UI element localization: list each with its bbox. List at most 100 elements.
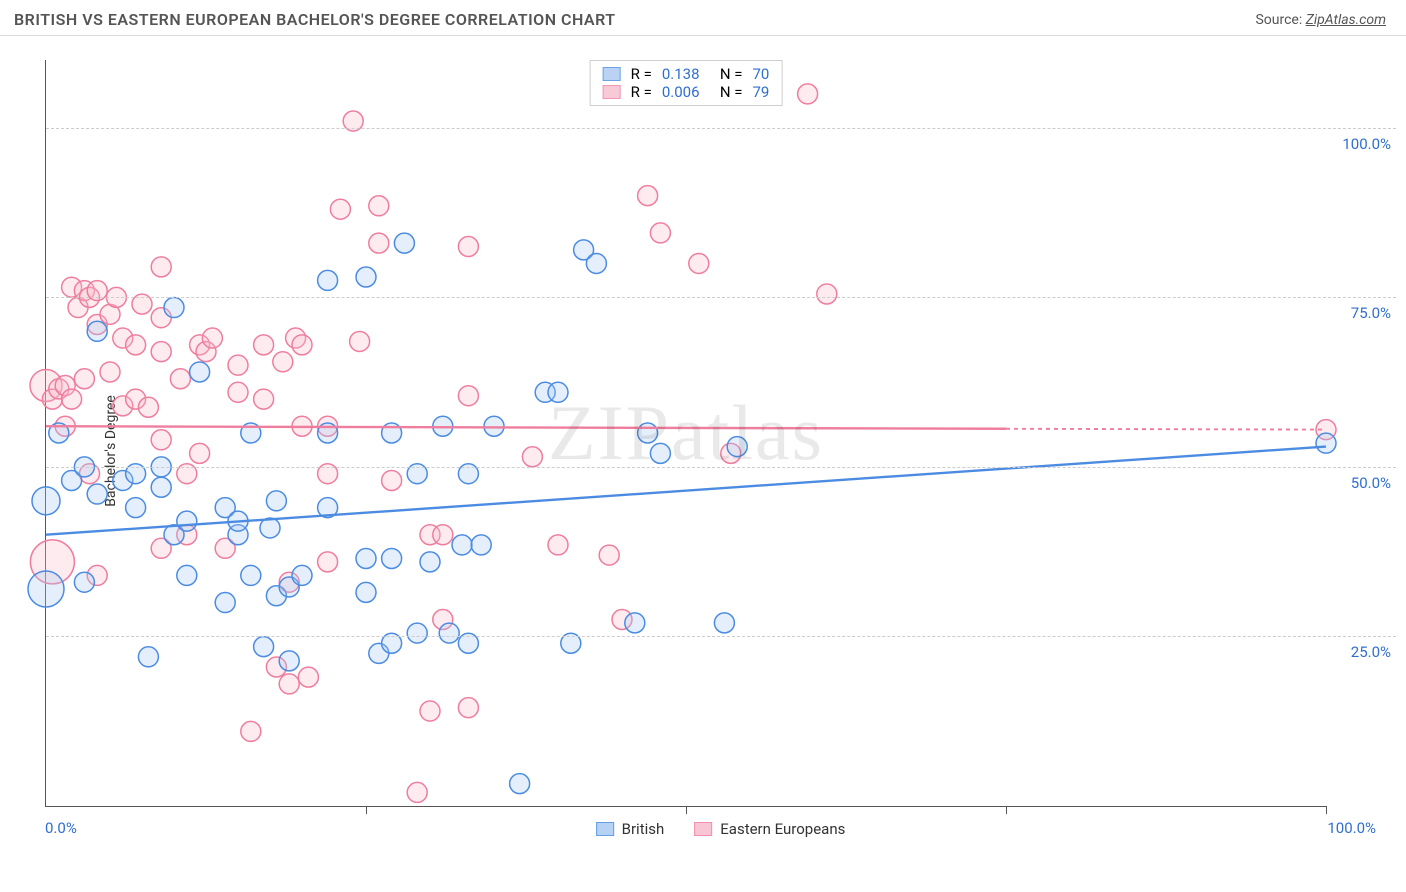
- scatter-point: [87, 321, 107, 341]
- scatter-point: [394, 233, 414, 253]
- scatter-point: [330, 199, 350, 219]
- y-tick-label: 100.0%: [1342, 135, 1391, 153]
- scatter-svg: [46, 60, 1326, 806]
- scatter-point: [74, 369, 94, 389]
- scatter-point: [298, 667, 318, 687]
- stat-r-value: 0.006: [662, 83, 710, 101]
- scatter-point: [350, 331, 370, 351]
- header-row: BRITISH VS EASTERN EUROPEAN BACHELOR'S D…: [0, 0, 1406, 36]
- scatter-point: [689, 253, 709, 273]
- scatter-point: [177, 511, 197, 531]
- scatter-point: [638, 186, 658, 206]
- stats-legend-box: R = 0.138 N = 70R = 0.006 N = 79: [590, 60, 783, 106]
- scatter-point: [292, 565, 312, 585]
- scatter-point: [254, 389, 274, 409]
- scatter-point: [458, 237, 478, 257]
- scatter-point: [650, 443, 670, 463]
- scatter-point: [170, 369, 190, 389]
- source-label: Source: ZipAtlas.com: [1255, 12, 1386, 28]
- series-swatch: [603, 67, 621, 81]
- stat-n-value: 79: [752, 83, 769, 101]
- scatter-point: [599, 545, 619, 565]
- scatter-point: [32, 487, 60, 515]
- y-tick-label: 75.0%: [1351, 304, 1391, 322]
- scatter-point: [798, 84, 818, 104]
- scatter-point: [164, 298, 184, 318]
- stat-n-label: N =: [720, 83, 743, 101]
- stat-r-label: R =: [631, 65, 652, 83]
- gridline-h: 75.0%: [46, 297, 1396, 298]
- chart-title: BRITISH VS EASTERN EUROPEAN BACHELOR'S D…: [14, 10, 616, 29]
- source-link[interactable]: ZipAtlas.com: [1306, 12, 1386, 28]
- legend-label: British: [622, 820, 665, 838]
- scatter-point: [471, 535, 491, 555]
- scatter-point: [433, 525, 453, 545]
- scatter-point: [382, 470, 402, 490]
- scatter-point: [266, 491, 286, 511]
- gridline-h: 100.0%: [46, 128, 1396, 129]
- scatter-point: [241, 565, 261, 585]
- scatter-point: [228, 382, 248, 402]
- scatter-point: [100, 362, 120, 382]
- chart-container: Bachelor's Degree ZIPatlas R =0.138N =70…: [45, 60, 1396, 842]
- legend-swatch: [694, 822, 712, 836]
- scatter-point: [151, 430, 171, 450]
- x-tick: [366, 806, 367, 814]
- scatter-point: [1316, 433, 1336, 453]
- scatter-point: [522, 447, 542, 467]
- x-axis-label-right: 100.0%: [1327, 819, 1376, 837]
- scatter-point: [138, 647, 158, 667]
- scatter-point: [420, 701, 440, 721]
- scatter-point: [817, 284, 837, 304]
- scatter-point: [727, 437, 747, 457]
- scatter-point: [638, 423, 658, 443]
- scatter-point: [28, 571, 64, 607]
- scatter-point: [279, 674, 299, 694]
- legend-item: Eastern Europeans: [694, 820, 845, 838]
- y-tick-label: 50.0%: [1351, 474, 1391, 492]
- scatter-point: [548, 535, 568, 555]
- legend-label: Eastern Europeans: [720, 820, 845, 838]
- x-tick: [686, 806, 687, 814]
- scatter-point: [126, 335, 146, 355]
- y-tick-label: 25.0%: [1351, 643, 1391, 661]
- scatter-point: [241, 721, 261, 741]
- scatter-point: [356, 582, 376, 602]
- scatter-point: [382, 548, 402, 568]
- scatter-point: [458, 386, 478, 406]
- scatter-point: [318, 270, 338, 290]
- gridline-h: 25.0%: [46, 636, 1396, 637]
- scatter-point: [138, 397, 158, 417]
- scatter-point: [369, 233, 389, 253]
- scatter-point: [279, 651, 299, 671]
- scatter-point: [439, 623, 459, 643]
- scatter-point: [254, 335, 274, 355]
- legend-item: British: [596, 820, 665, 838]
- scatter-point: [151, 477, 171, 497]
- scatter-point: [228, 355, 248, 375]
- scatter-point: [190, 443, 210, 463]
- stat-n-label: N =: [720, 65, 743, 83]
- stats-row: R =0.006N =79: [603, 83, 770, 101]
- scatter-point: [356, 267, 376, 287]
- trend-line: [46, 426, 1006, 429]
- stat-n-value: 70: [752, 65, 769, 83]
- legend-bottom: British Eastern Europeans: [596, 820, 846, 838]
- scatter-point: [650, 223, 670, 243]
- scatter-point: [62, 389, 82, 409]
- scatter-point: [254, 637, 274, 657]
- legend-swatch: [596, 822, 614, 836]
- stats-row: R = 0.138 N = 70: [603, 65, 770, 83]
- plot-area: ZIPatlas R =0.138N =70R =0.006N =79 25.0…: [45, 60, 1326, 807]
- scatter-point: [151, 342, 171, 362]
- source-prefix: Source:: [1255, 12, 1305, 28]
- scatter-point: [126, 498, 146, 518]
- scatter-point: [190, 362, 210, 382]
- stat-r-value: 0.138: [662, 65, 710, 83]
- scatter-point: [202, 328, 222, 348]
- x-tick: [1326, 806, 1327, 814]
- scatter-point: [356, 548, 376, 568]
- scatter-point: [586, 253, 606, 273]
- scatter-point: [177, 565, 197, 585]
- scatter-point: [452, 535, 472, 555]
